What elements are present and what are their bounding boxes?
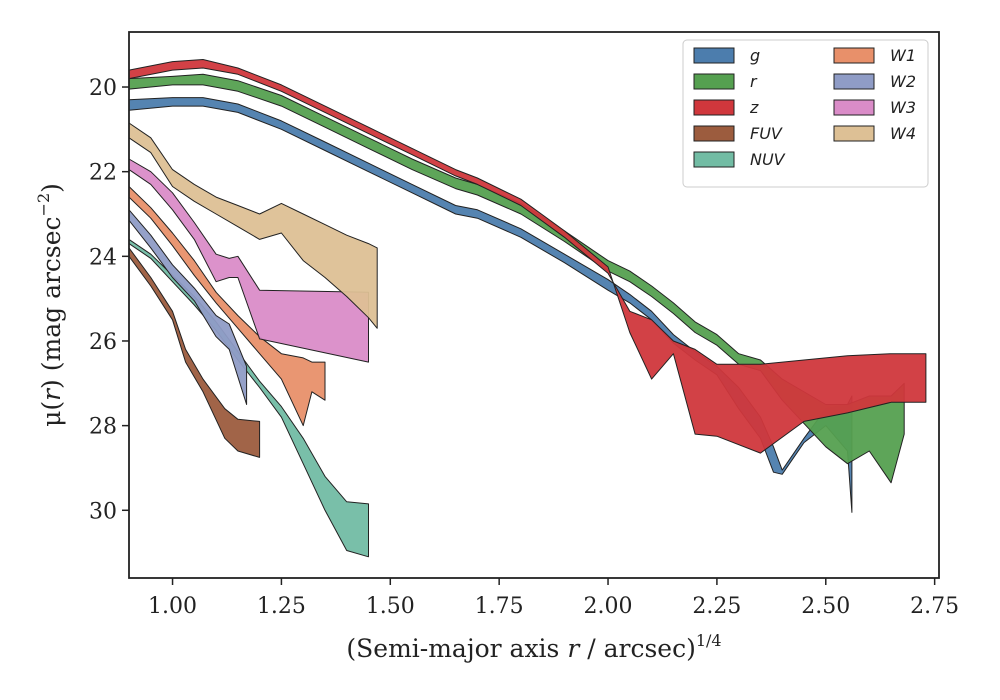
- y-axis-ticks: 20 22 24 26 28 30: [89, 76, 129, 524]
- legend-swatch-w4: [833, 125, 875, 142]
- profile-bands: [128, 59, 927, 558]
- band-w3: [128, 158, 369, 363]
- legend-label-z: z: [749, 98, 759, 117]
- band-w2: [128, 209, 248, 405]
- legend-label-w2: W2: [890, 72, 916, 91]
- legend-swatch-w3: [833, 99, 875, 116]
- y-tick-label: 24: [89, 245, 117, 270]
- legend-swatch-fuv: [693, 125, 735, 142]
- y-tick-label: 22: [89, 161, 117, 186]
- legend-swatch-g: [693, 47, 735, 64]
- legend-label-w3: W3: [890, 98, 916, 117]
- band-w4: [128, 122, 378, 329]
- x-tick-label: 1.75: [475, 594, 524, 619]
- legend-swatch-w2: [833, 73, 875, 90]
- legend: grz FUV NUV W1 W2 W3 W4: [682, 39, 929, 188]
- legend-swatch-nuv: [693, 151, 735, 168]
- y-tick-label: 30: [89, 499, 117, 524]
- y-tick-label: 20: [89, 76, 117, 101]
- band-fuv: [128, 247, 261, 458]
- x-tick-label: 1.00: [148, 594, 197, 619]
- band-g: [128, 97, 853, 513]
- x-tick-label: 2.00: [584, 594, 633, 619]
- x-axis-title: (Semi-major axis r / arcsec)1/4: [346, 631, 721, 663]
- legend-label-w4: W4: [890, 124, 916, 143]
- legend-label-g: g: [750, 46, 760, 65]
- legend-swatch-r: [693, 73, 735, 90]
- legend-items: grz FUV NUV W1 W2 W3 W4: [693, 46, 916, 169]
- x-tick-label: 2.25: [692, 594, 741, 619]
- legend-label-nuv: NUV: [750, 150, 786, 169]
- legend-label-r: r: [750, 72, 758, 91]
- legend-swatch-w1: [833, 47, 875, 64]
- y-tick-label: 28: [89, 415, 117, 440]
- x-tick-label: 1.25: [257, 594, 306, 619]
- plot-frame: [128, 31, 940, 579]
- band-r: [128, 73, 905, 484]
- legend-label-w1: W1: [890, 46, 916, 65]
- x-axis-ticks: 1.00 1.25 1.50 1.75 2.00 2.25 2.50 2.75: [148, 578, 959, 619]
- x-tick-label: 2.75: [910, 594, 959, 619]
- band-w1: [128, 186, 326, 427]
- legend-label-fuv: FUV: [750, 124, 783, 143]
- y-axis-title: μ(r) (mag arcsec−2): [34, 183, 66, 427]
- legend-swatch-z: [693, 99, 735, 116]
- y-tick-label: 26: [89, 330, 117, 355]
- band-z: [128, 59, 927, 454]
- x-tick-label: 2.50: [801, 594, 850, 619]
- x-tick-label: 1.50: [366, 594, 415, 619]
